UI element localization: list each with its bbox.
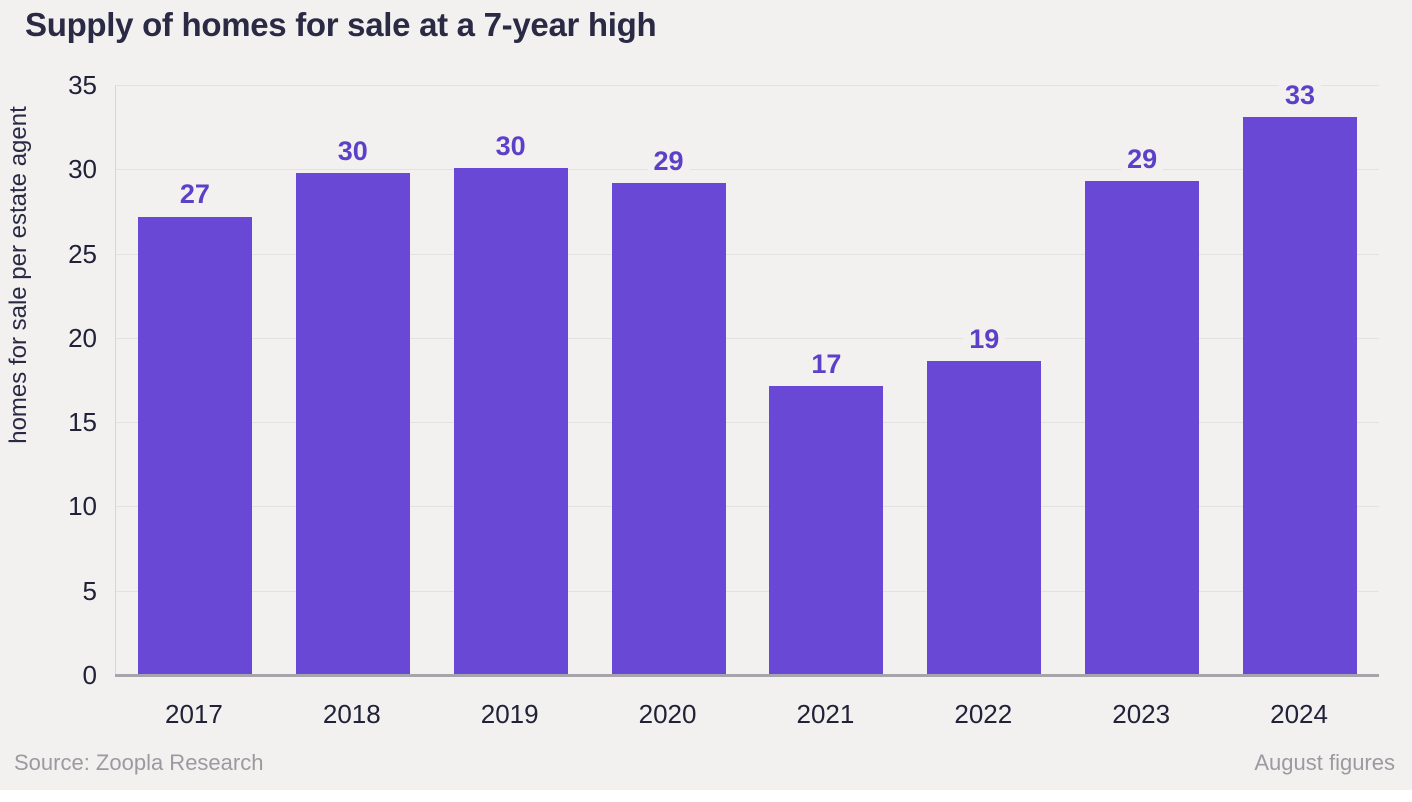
bar-2024 <box>1243 117 1358 675</box>
footer-note: August figures <box>1254 750 1395 775</box>
bar-value-label: 33 <box>1279 79 1322 112</box>
y-tick-label: 20 <box>68 322 97 353</box>
x-axis-line <box>115 674 1379 677</box>
x-tick-label: 2022 <box>954 699 1013 729</box>
bar-2023 <box>1085 181 1200 675</box>
gridline <box>116 590 1379 592</box>
x-tick-label: 2023 <box>1112 699 1171 729</box>
gridline <box>116 337 1379 339</box>
y-tick-label: 5 <box>82 575 97 606</box>
gridline <box>116 169 1379 171</box>
y-tick-label: 0 <box>82 660 97 690</box>
y-tick-label: 25 <box>68 238 97 269</box>
gridline <box>116 506 1379 508</box>
bar-value-label: 19 <box>963 323 1006 355</box>
bar-2021 <box>769 385 884 675</box>
bar-2022 <box>927 360 1042 675</box>
bar-2017 <box>137 216 252 675</box>
gridline <box>116 85 1379 86</box>
bar-value-label: 30 <box>331 135 374 167</box>
x-tick-label: 2020 <box>638 699 697 729</box>
bar-2019 <box>453 167 568 675</box>
bar-value-label: 17 <box>805 348 848 380</box>
bar-value-label: 30 <box>489 130 532 162</box>
gridline <box>116 422 1379 424</box>
x-tick-label: 2017 <box>165 699 223 729</box>
x-tick-label: 2021 <box>796 699 855 729</box>
chart-title: Supply of homes for sale at a 7-year hig… <box>25 6 657 43</box>
x-tick-label: 2024 <box>1270 699 1328 729</box>
bar-2018 <box>295 172 410 675</box>
plot-area: 27 30 30 29 17 19 29 33 <box>115 79 1379 677</box>
y-tick-label: 30 <box>68 154 97 185</box>
bar-value-label: 29 <box>647 145 690 177</box>
x-tick-label: 2018 <box>322 699 381 729</box>
bar-2020 <box>611 182 726 675</box>
y-tick-label: 35 <box>68 70 97 100</box>
source-credit: Source: Zoopla Research <box>14 750 264 775</box>
bar-value-label: 29 <box>1121 144 1164 176</box>
bar-value-label: 27 <box>173 179 216 211</box>
gridline <box>116 253 1379 255</box>
y-tick-label: 10 <box>68 491 97 522</box>
x-tick-label: 2019 <box>480 699 539 729</box>
y-tick-label: 15 <box>68 407 97 438</box>
